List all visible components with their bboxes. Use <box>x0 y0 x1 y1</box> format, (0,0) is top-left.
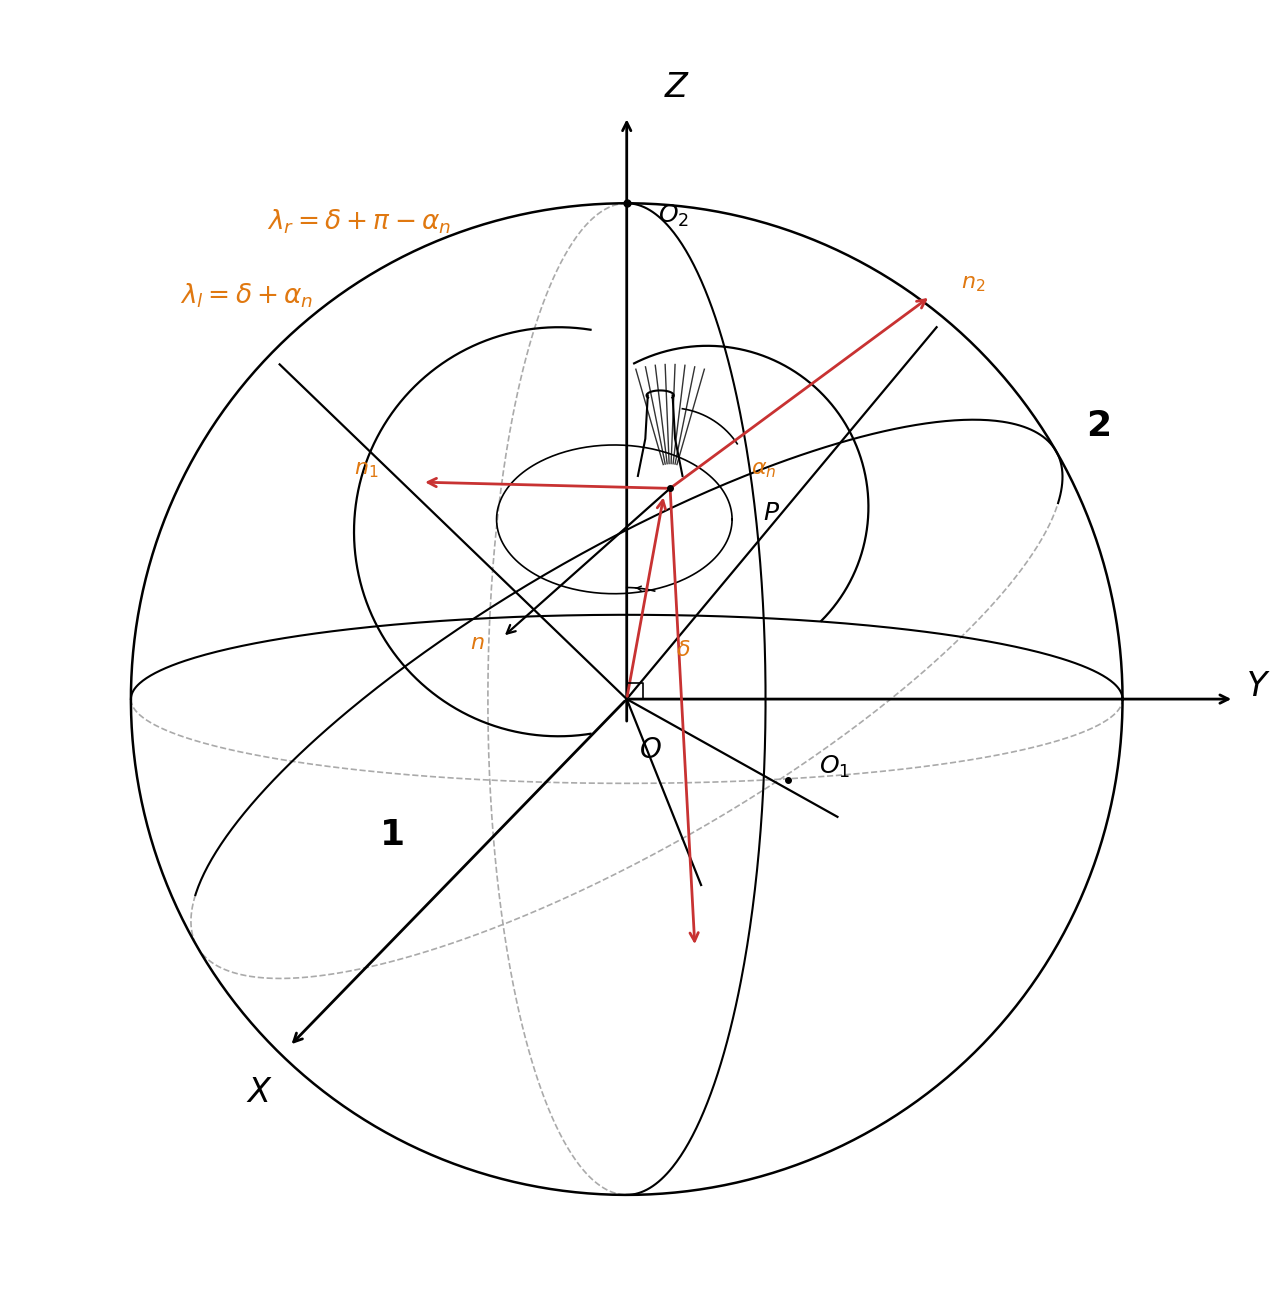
Text: $O_1$: $O_1$ <box>819 755 850 781</box>
Text: $P$: $P$ <box>763 501 780 525</box>
Text: $n_2$: $n_2$ <box>961 274 985 294</box>
Text: $O_2$: $O_2$ <box>658 203 689 229</box>
Text: $Z$: $Z$ <box>663 71 690 104</box>
Text: $\mathbf{2}$: $\mathbf{2}$ <box>1086 409 1109 443</box>
Text: $X$: $X$ <box>247 1076 273 1109</box>
Text: $O$: $O$ <box>639 737 662 764</box>
Text: $\alpha_n$: $\alpha_n$ <box>750 460 776 479</box>
Text: $\lambda_r = \delta + \pi - \alpha_n$: $\lambda_r = \delta + \pi - \alpha_n$ <box>267 208 451 236</box>
Text: $\mathbf{1}$: $\mathbf{1}$ <box>378 818 404 852</box>
Text: $\lambda_l = \delta + \alpha_n$: $\lambda_l = \delta + \alpha_n$ <box>180 282 314 310</box>
Text: $n_1$: $n_1$ <box>354 460 378 479</box>
Text: $n$: $n$ <box>469 634 484 653</box>
Text: $\delta$: $\delta$ <box>676 639 691 660</box>
Text: $Y$: $Y$ <box>1246 670 1272 703</box>
